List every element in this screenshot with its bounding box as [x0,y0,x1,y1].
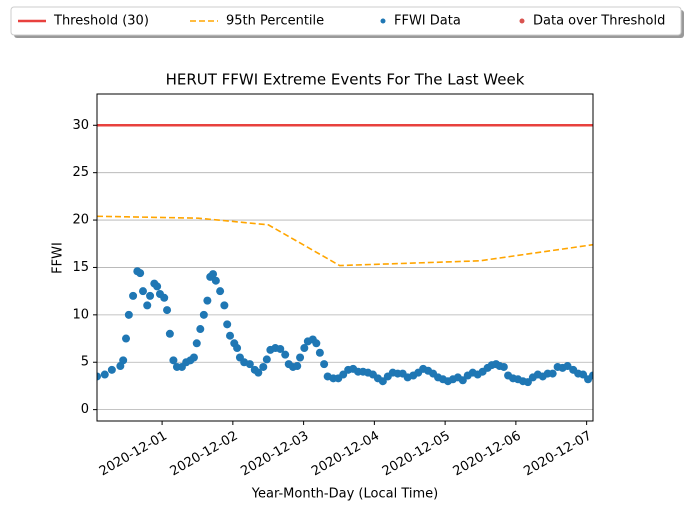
legend-label: 95th Percentile [226,14,324,29]
data-point [233,344,242,353]
data-point [169,356,178,365]
data-point [165,329,174,338]
legend-label: Data over Threshold [533,14,665,29]
data-point [523,378,532,387]
data-point [136,269,145,278]
data-point [315,348,324,357]
data-point [254,368,263,377]
y-tick-label: 5 [81,355,89,370]
x-axis-label: Year-Month-Day (Local Time) [251,487,438,502]
data-point [100,370,109,379]
data-point [107,365,116,374]
legend-box [10,6,682,36]
data-point [226,331,235,340]
data-point [579,370,588,379]
data-point [216,287,225,296]
data-point [196,325,205,334]
data-point [192,339,201,348]
data-point [276,344,285,353]
y-tick-label: 30 [72,118,89,133]
data-point [220,301,229,310]
data-point [589,371,593,380]
x-tick-label: 2020-12-07 [521,429,594,480]
data-point [339,370,348,379]
y-tick-label: 0 [81,402,89,417]
y-tick-label: 15 [72,260,89,275]
percentile-line [97,215,593,267]
data-point [499,362,508,371]
data-point [458,376,467,385]
data-point [312,339,321,348]
y-tick-label: 10 [72,307,89,322]
data-point [119,356,128,365]
chart-title: HERUT FFWI Extreme Events For The Last W… [166,71,525,89]
x-tick-label: 2020-12-06 [451,429,524,480]
data-point [209,270,218,279]
data-point [245,360,254,369]
data-point [199,310,208,319]
data-point [223,320,232,329]
x-tick-label: 2020-12-03 [238,429,311,480]
data-point [124,310,133,319]
data-point [300,344,309,353]
data-point [259,362,268,371]
data-point [262,355,271,364]
y-axis-label: FFWI [51,242,66,274]
data-point [143,301,152,310]
data-point [122,334,131,343]
legend-marker [519,18,525,24]
data-point [163,306,172,315]
data-point [548,369,557,378]
data-point [281,350,290,359]
data-point [211,276,220,285]
y-tick-label: 25 [72,165,89,180]
data-point [160,293,169,302]
data-point [189,353,198,362]
data-point [378,377,387,386]
data-point [153,282,162,291]
plot-frame [96,93,594,422]
data-point [129,291,138,300]
legend-label: FFWI Data [394,14,461,29]
data-point [320,360,329,369]
data-point [97,372,101,381]
x-tick-label: 2020-12-01 [97,429,170,480]
legend-marker [380,18,386,24]
data-point [563,362,572,371]
x-tick-label: 2020-12-04 [309,429,382,480]
data-point [146,291,155,300]
data-point [293,362,302,371]
data-point [296,353,305,362]
data-point [138,287,147,296]
x-tick-label: 2020-12-02 [168,429,241,480]
y-tick-label: 20 [72,213,89,228]
legend-label: Threshold (30) [53,14,149,29]
data-point [203,296,212,305]
x-tick-label: 2020-12-05 [380,429,453,480]
